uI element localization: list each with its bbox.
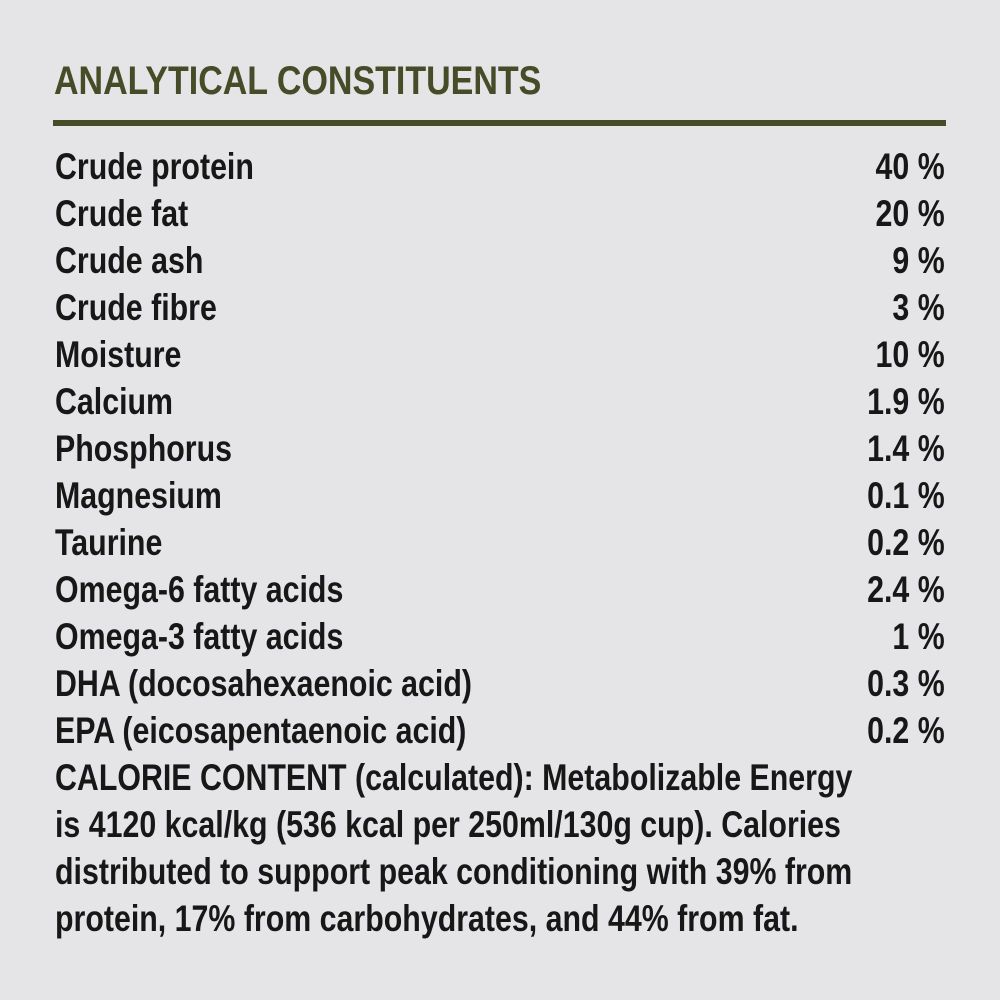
calorie-line: distributed to support peak conditioning…	[55, 851, 853, 892]
nutrient-label: Moisture	[55, 334, 182, 375]
nutrient-label: Omega-3 fatty acids	[55, 616, 344, 657]
nutrient-label: Magnesium	[55, 475, 222, 516]
nutrient-value: 40 %	[875, 146, 945, 187]
calorie-paragraph: CALORIE CONTENT (calculated): Metaboliza…	[55, 754, 945, 942]
nutrient-row: Crude fat 20 %	[55, 190, 945, 237]
nutrient-label: Calcium	[55, 381, 174, 422]
nutrient-row: Taurine 0.2 %	[55, 519, 945, 566]
nutrient-label: Crude protein	[55, 146, 254, 187]
nutrient-value: 1 %	[892, 616, 945, 657]
nutrient-row: Crude fibre 3 %	[55, 284, 945, 331]
nutrient-label: EPA (eicosapentaenoic acid)	[55, 710, 467, 751]
nutrient-row: Moisture 10 %	[55, 331, 945, 378]
nutrient-row: Calcium 1.9 %	[55, 378, 945, 425]
nutrient-value: 3 %	[892, 287, 945, 328]
title-rule	[53, 120, 946, 126]
calorie-line: CALORIE CONTENT (calculated): Metaboliza…	[55, 757, 853, 798]
nutrient-value: 0.2 %	[867, 710, 945, 751]
nutrient-value: 20 %	[875, 193, 945, 234]
nutrient-label: DHA (docosahexaenoic acid)	[55, 663, 473, 704]
nutrient-label: Omega-6 fatty acids	[55, 569, 344, 610]
nutrient-row: Omega-3 fatty acids 1 %	[55, 613, 945, 660]
nutrient-label: Taurine	[55, 522, 163, 563]
calorie-line: is 4120 kcal/kg (536 kcal per 250ml/130g…	[55, 804, 841, 845]
nutrient-value: 0.1 %	[867, 475, 945, 516]
nutrient-value: 1.9 %	[867, 381, 945, 422]
nutrient-label: Crude fat	[55, 193, 189, 234]
nutrient-value: 2.4 %	[867, 569, 945, 610]
nutrient-value: 10 %	[875, 334, 945, 375]
nutrient-label: Crude fibre	[55, 287, 217, 328]
nutrient-row: DHA (docosahexaenoic acid) 0.3 %	[55, 660, 945, 707]
nutrient-value: 0.2 %	[867, 522, 945, 563]
nutrient-value: 9 %	[892, 240, 945, 281]
nutrient-value: 1.4 %	[867, 428, 945, 469]
nutrient-row: Crude protein 40 %	[55, 143, 945, 190]
nutrient-label: Phosphorus	[55, 428, 232, 469]
nutrient-row: EPA (eicosapentaenoic acid) 0.2 %	[55, 707, 945, 754]
nutrient-row: Crude ash 9 %	[55, 237, 945, 284]
nutrient-label: Crude ash	[55, 240, 204, 281]
section-title: ANALYTICAL CONSTITUENTS	[54, 59, 542, 103]
nutrient-row: Omega-6 fatty acids 2.4 %	[55, 566, 945, 613]
nutrient-row: Magnesium 0.1 %	[55, 472, 945, 519]
nutrient-row: Phosphorus 1.4 %	[55, 425, 945, 472]
nutrient-value: 0.3 %	[867, 663, 945, 704]
calorie-line: protein, 17% from carbohydrates, and 44%…	[55, 898, 799, 939]
nutrient-table: Crude protein 40 % Crude fat 20 % Crude …	[55, 143, 945, 942]
